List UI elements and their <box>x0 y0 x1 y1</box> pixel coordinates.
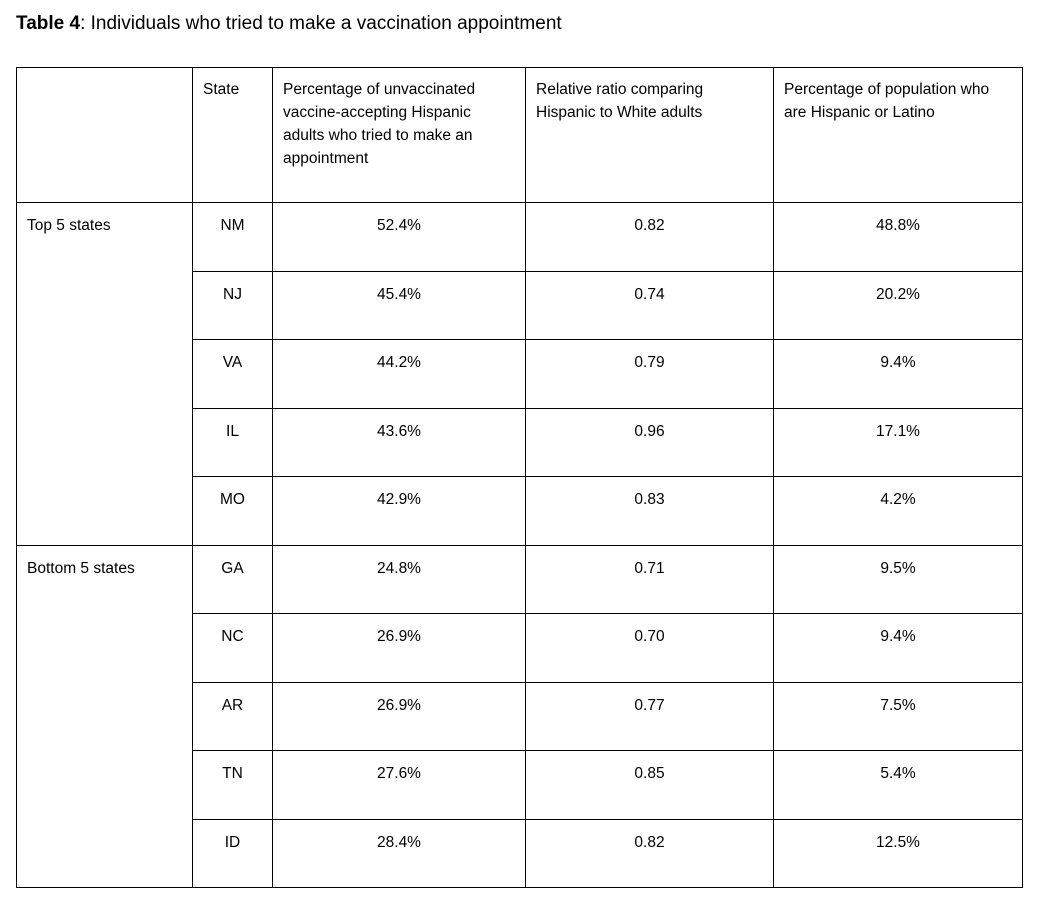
cell-pct-tried: 45.4% <box>272 270 526 340</box>
cell-state: NM <box>192 202 273 272</box>
table-caption: Table 4: Individuals who tried to make a… <box>16 12 562 36</box>
table-row: ID 28.4% 0.82 12.5% <box>17 818 1023 888</box>
header-cell-pct-pop: Percentage of population who are Hispani… <box>773 67 1023 203</box>
cell-ratio: 0.77 <box>525 681 774 751</box>
cell-ratio: 0.79 <box>525 339 774 409</box>
cell-ratio: 0.82 <box>525 202 774 272</box>
cell-pct-pop: 9.4% <box>773 613 1023 683</box>
cell-state: VA <box>192 339 273 409</box>
table-row: TN 27.6% 0.85 5.4% <box>17 750 1023 820</box>
header-row: State Percentage of unvaccinated vaccine… <box>16 67 1023 203</box>
cell-pct-tried: 44.2% <box>272 339 526 409</box>
cell-state: IL <box>192 407 273 477</box>
table-row: Top 5 states NM 52.4% 0.82 48.8% <box>16 202 1023 546</box>
cell-pct-pop: 12.5% <box>773 818 1023 888</box>
cell-pct-pop: 20.2% <box>773 270 1023 340</box>
vaccination-appointment-table: State Percentage of unvaccinated vaccine… <box>16 67 1023 888</box>
cell-pct-tried: 24.8% <box>272 544 526 614</box>
cell-pct-tried: 28.4% <box>272 818 526 888</box>
cell-pct-tried: 27.6% <box>272 750 526 820</box>
header-cell-group <box>16 67 193 203</box>
cell-state: NJ <box>192 270 273 340</box>
cell-pct-pop: 17.1% <box>773 407 1023 477</box>
group-cell-bottom5: Bottom 5 states <box>16 544 193 888</box>
cell-pct-pop: 5.4% <box>773 750 1023 820</box>
cell-ratio: 0.82 <box>525 818 774 888</box>
cell-pct-tried: 26.9% <box>272 681 526 751</box>
cell-ratio: 0.96 <box>525 407 774 477</box>
cell-pct-pop: 48.8% <box>773 202 1023 272</box>
table-row: Bottom 5 states GA 24.8% 0.71 9.5% <box>16 544 1023 888</box>
table-row: IL 43.6% 0.96 17.1% <box>17 407 1023 477</box>
cell-ratio: 0.74 <box>525 270 774 340</box>
cell-pct-pop: 9.5% <box>773 544 1023 614</box>
group-cell-top5: Top 5 states <box>16 202 193 546</box>
cell-state: TN <box>192 750 273 820</box>
cell-state: NC <box>192 613 273 683</box>
table-row: NJ 45.4% 0.74 20.2% <box>17 270 1023 340</box>
table-caption-label: Table 4 <box>16 13 81 34</box>
table-row: VA 44.2% 0.79 9.4% <box>17 339 1023 409</box>
table-row: AR 26.9% 0.77 7.5% <box>17 681 1023 751</box>
cell-pct-pop: 4.2% <box>773 476 1023 546</box>
cell-pct-tried: 52.4% <box>272 202 526 272</box>
cell-ratio: 0.71 <box>525 544 774 614</box>
cell-ratio: 0.83 <box>525 476 774 546</box>
cell-pct-tried: 43.6% <box>272 407 526 477</box>
cell-pct-pop: 9.4% <box>773 339 1023 409</box>
cell-ratio: 0.85 <box>525 750 774 820</box>
cell-ratio: 0.70 <box>525 613 774 683</box>
table-row: MO 42.9% 0.83 4.2% <box>17 476 1023 546</box>
header-cell-ratio: Relative ratio comparing Hispanic to Whi… <box>525 67 774 203</box>
header-cell-pct-tried: Percentage of unvaccinated vaccine-accep… <box>272 67 526 203</box>
header-cell-state: State <box>192 67 273 203</box>
cell-state: MO <box>192 476 273 546</box>
cell-pct-tried: 26.9% <box>272 613 526 683</box>
cell-state: AR <box>192 681 273 751</box>
cell-state: ID <box>192 818 273 888</box>
table-caption-text: : Individuals who tried to make a vaccin… <box>80 13 562 34</box>
cell-pct-tried: 42.9% <box>272 476 526 546</box>
cell-pct-pop: 7.5% <box>773 681 1023 751</box>
cell-state: GA <box>192 544 273 614</box>
table-row: NC 26.9% 0.70 9.4% <box>17 613 1023 683</box>
